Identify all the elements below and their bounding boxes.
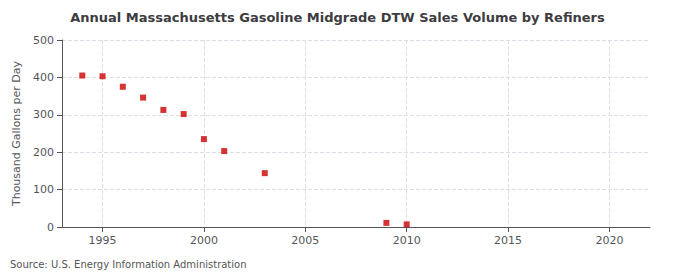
svg-text:2010: 2010	[393, 234, 421, 247]
svg-text:Source: U.S. Energy Informatio: Source: U.S. Energy Information Administ…	[10, 259, 247, 270]
svg-text:2020: 2020	[595, 234, 623, 247]
svg-text:Thousand Gallons per Day: Thousand Gallons per Day	[10, 60, 23, 207]
svg-text:300: 300	[33, 108, 54, 121]
svg-text:200: 200	[33, 146, 54, 159]
svg-text:400: 400	[33, 71, 54, 84]
svg-text:1995: 1995	[89, 234, 117, 247]
svg-text:2000: 2000	[190, 234, 218, 247]
svg-text:2015: 2015	[494, 234, 522, 247]
svg-text:100: 100	[33, 183, 54, 196]
svg-text:500: 500	[33, 34, 54, 47]
svg-text:Annual Massachusetts Gasoline: Annual Massachusetts Gasoline Midgrade D…	[70, 10, 605, 25]
svg-text:2005: 2005	[291, 234, 319, 247]
svg-text:0: 0	[47, 221, 54, 234]
